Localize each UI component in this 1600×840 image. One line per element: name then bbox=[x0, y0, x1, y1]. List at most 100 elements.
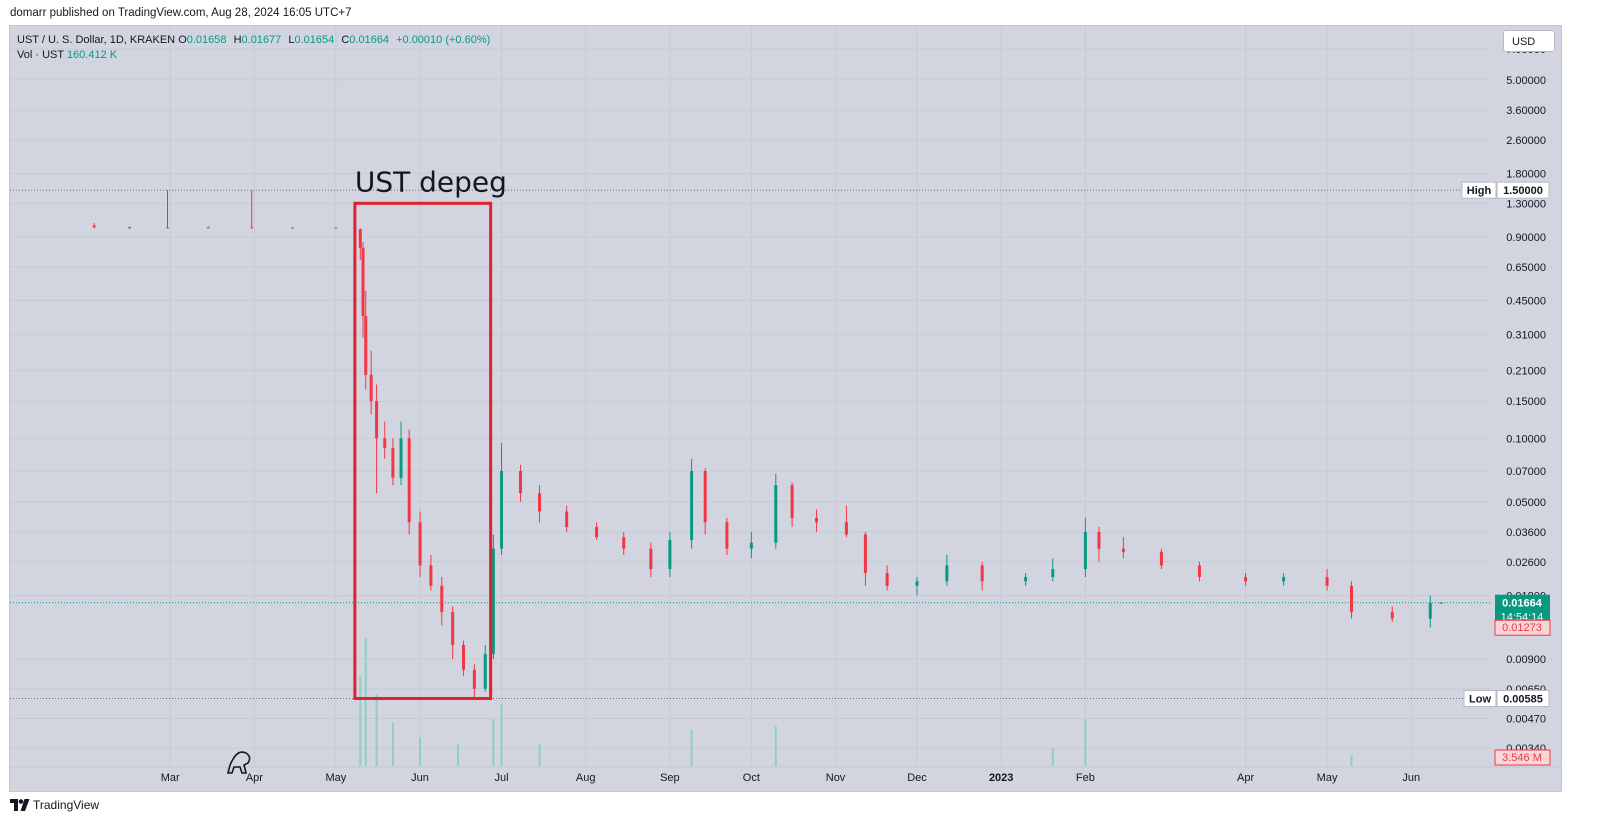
candle-body bbox=[885, 573, 889, 586]
candle-body bbox=[92, 225, 96, 228]
low-label: L bbox=[288, 34, 295, 46]
open-label: O bbox=[178, 34, 187, 46]
volume-bar bbox=[359, 675, 362, 766]
candle-body bbox=[206, 227, 210, 229]
candle-body bbox=[863, 534, 867, 574]
candle-body bbox=[538, 493, 542, 512]
time-tick-label: Mar bbox=[161, 772, 180, 784]
candle-body bbox=[774, 485, 778, 543]
price-tick-label: 0.02600 bbox=[1506, 557, 1546, 569]
price-tick-label: 0.00900 bbox=[1506, 654, 1546, 666]
price-tick-label: 5.00000 bbox=[1506, 75, 1546, 87]
time-tick-label: Apr bbox=[246, 772, 263, 784]
change-value: +0.00010 (+0.60%) bbox=[396, 34, 491, 46]
low-tag: Low bbox=[1469, 693, 1491, 705]
candle-body bbox=[1244, 577, 1248, 582]
candle-body bbox=[383, 438, 387, 449]
candle-body bbox=[622, 537, 626, 549]
volume-bar bbox=[774, 726, 777, 766]
tradingview-logo-icon bbox=[10, 799, 30, 811]
time-tick-label: Jun bbox=[411, 772, 429, 784]
volume-bar bbox=[500, 704, 503, 766]
time-tick-label: Nov bbox=[826, 772, 846, 784]
dino-icon bbox=[226, 751, 251, 774]
candle-body bbox=[391, 448, 395, 478]
time-tick-label: Aug bbox=[576, 772, 596, 784]
candle-body bbox=[725, 522, 729, 549]
candle-body bbox=[491, 548, 495, 655]
volume-bar bbox=[492, 719, 495, 766]
candle-body bbox=[1197, 565, 1201, 578]
candle-body bbox=[565, 511, 569, 528]
candle-body bbox=[364, 316, 368, 375]
candle-body bbox=[451, 612, 455, 645]
price-tick-label: 3.60000 bbox=[1506, 105, 1546, 117]
candle-body bbox=[407, 438, 411, 523]
candle-body bbox=[1159, 551, 1163, 566]
chart-pane[interactable]: 7.000005.000003.600002.600001.800001.300… bbox=[9, 25, 1562, 792]
price-tick-label: 0.65000 bbox=[1506, 262, 1546, 274]
volume-bar bbox=[391, 722, 394, 766]
volume-bar bbox=[1051, 747, 1054, 766]
candle-body bbox=[166, 227, 170, 229]
high-tag: High bbox=[1467, 185, 1492, 197]
candle-body bbox=[334, 227, 338, 229]
candle-body bbox=[1097, 531, 1101, 549]
low-value-tag-bg bbox=[1496, 689, 1550, 707]
candle-body bbox=[418, 522, 422, 566]
time-tick-label: May bbox=[1317, 772, 1338, 784]
time-tick-label: Feb bbox=[1076, 772, 1095, 784]
time-tick-label: May bbox=[325, 772, 346, 784]
last-price-tag-bg bbox=[1495, 594, 1550, 625]
high-value-tag-bg bbox=[1496, 181, 1550, 199]
high-value-tag: 1.50000 bbox=[1503, 185, 1543, 197]
symbol-row: UST / U. S. Dollar, 1D, KRAKEN O0.01658 … bbox=[17, 33, 490, 48]
candle-body bbox=[1325, 577, 1329, 586]
candle-body bbox=[399, 438, 403, 478]
high-label: H bbox=[233, 34, 242, 46]
high-tag-bg bbox=[1461, 181, 1497, 199]
price-chart[interactable]: 7.000005.000003.600002.600001.800001.300… bbox=[10, 26, 1561, 791]
price-tick-label: 0.07000 bbox=[1506, 466, 1546, 478]
candle-body bbox=[1024, 577, 1028, 582]
candle-body bbox=[749, 542, 753, 549]
last-price-tag: 0.01664 bbox=[1502, 598, 1543, 610]
symbol-line: UST / U. S. Dollar, 1D, KRAKEN bbox=[17, 34, 176, 46]
price-tick-label: 0.05000 bbox=[1506, 497, 1546, 509]
time-tick-label: Dec bbox=[907, 772, 927, 784]
candle-body bbox=[483, 654, 487, 689]
price-tick-label: 1.30000 bbox=[1506, 198, 1546, 210]
volume-marker-bg bbox=[1494, 749, 1551, 766]
candle-body bbox=[595, 527, 599, 538]
brand-name: TradingView bbox=[33, 798, 100, 812]
candle-body bbox=[980, 565, 984, 582]
volume-row: Vol · UST 160.412 K bbox=[17, 48, 490, 63]
candle-body bbox=[690, 471, 694, 540]
volume-bar bbox=[1084, 719, 1087, 766]
time-tick-label: Sep bbox=[660, 772, 680, 784]
currency-button[interactable]: USD bbox=[1503, 30, 1555, 52]
low-tag-bg bbox=[1463, 689, 1497, 707]
candle-body bbox=[1439, 602, 1443, 604]
candle-body bbox=[361, 247, 365, 317]
prev-marker-bg bbox=[1494, 619, 1551, 636]
price-tick-label: 0.31000 bbox=[1506, 330, 1546, 342]
volume-bar bbox=[538, 744, 541, 766]
candle-body bbox=[429, 565, 433, 586]
time-tick-label: 2023 bbox=[989, 772, 1013, 784]
candle-body bbox=[649, 548, 653, 570]
candle-body bbox=[1121, 548, 1125, 552]
candle-body bbox=[815, 517, 819, 523]
depeg-annotation-label: UST depeg bbox=[355, 165, 507, 198]
volume-bar bbox=[457, 744, 460, 766]
candle-body bbox=[290, 227, 294, 229]
time-tick-label: Oct bbox=[743, 772, 760, 784]
depeg-annotation-box bbox=[353, 201, 493, 700]
candle-body bbox=[844, 522, 848, 535]
candle-body bbox=[945, 565, 949, 582]
candle-body bbox=[127, 227, 131, 229]
publisher-line: domarr published on TradingView.com, Aug… bbox=[10, 7, 352, 19]
high-value: 0.01677 bbox=[241, 34, 282, 46]
volume-marker-tag: 3.546 M bbox=[1502, 752, 1542, 764]
price-tick-label: 0.00470 bbox=[1506, 714, 1546, 726]
